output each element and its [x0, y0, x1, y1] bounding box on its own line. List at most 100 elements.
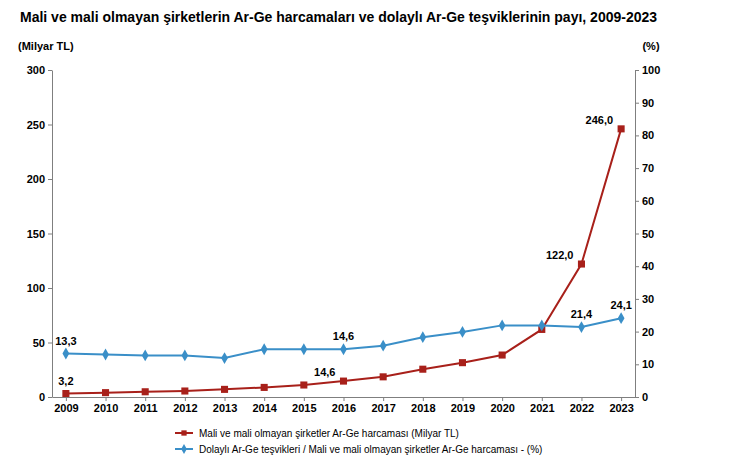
marker — [419, 331, 426, 343]
tick-label: 0 — [39, 391, 45, 403]
tick-label: 30 — [642, 293, 654, 305]
tick-mark — [502, 397, 503, 401]
marker — [459, 359, 466, 366]
tick-mark — [106, 397, 107, 401]
y-axis-line — [52, 71, 53, 398]
tick: 2013 — [213, 397, 237, 414]
legend-label: Dolaylı Ar-Ge teşvikleri / Mali ve mali … — [199, 444, 542, 455]
tick: 60 — [635, 195, 654, 207]
tick: 2023 — [609, 397, 633, 414]
legend-label: Mali ve mali olmayan şirketler Ar-Ge har… — [199, 428, 459, 439]
tick-label: 2014 — [252, 402, 277, 414]
tick-label: 2010 — [94, 402, 118, 414]
tick-label: 2012 — [173, 402, 197, 414]
legend-item: Dolaylı Ar-Ge teşvikleri / Mali ve mali … — [175, 444, 542, 455]
marker — [340, 378, 347, 385]
data-label: 122,0 — [546, 249, 574, 261]
legend: Mali ve mali olmayan şirketler Ar-Ge har… — [175, 428, 542, 455]
tick-mark — [635, 332, 639, 333]
tick-mark — [48, 234, 52, 235]
tick-label: 20 — [642, 326, 654, 338]
tick-label: 2022 — [570, 402, 594, 414]
marker — [380, 340, 387, 352]
marker — [618, 312, 625, 324]
tick-label: 10 — [642, 358, 654, 370]
tick-mark — [462, 397, 463, 401]
tick-label: 100 — [27, 282, 45, 294]
tick-label: 2020 — [490, 402, 514, 414]
tick-mark — [264, 397, 265, 401]
tick-mark — [635, 103, 639, 104]
tick-mark — [542, 397, 543, 401]
data-label: 3,2 — [58, 375, 73, 387]
tick-label: 2009 — [54, 402, 78, 414]
y2-axis: 0102030405060708090100 — [635, 64, 660, 403]
tick: 2022 — [570, 397, 594, 414]
tick: 150 — [27, 228, 52, 240]
tick-mark — [635, 397, 639, 398]
tick-mark — [635, 168, 639, 169]
tick-mark — [48, 343, 52, 344]
marker — [221, 352, 228, 364]
series-marks — [62, 125, 624, 397]
tick: 2018 — [411, 397, 435, 414]
tick-mark — [423, 397, 424, 401]
tick-label: 2018 — [411, 402, 435, 414]
tick: 2012 — [173, 397, 197, 414]
y2-axis-title: (%) — [642, 40, 659, 52]
data-label: 14,6 — [314, 366, 335, 378]
tick-mark — [635, 234, 639, 235]
tick: 300 — [27, 64, 52, 76]
marker — [419, 366, 426, 373]
tick-label: 2019 — [451, 402, 475, 414]
tick-mark — [344, 397, 345, 401]
tick: 2011 — [134, 397, 158, 414]
marker — [618, 125, 625, 132]
marker — [300, 343, 307, 355]
tick-mark — [621, 397, 622, 401]
data-label: 14,6 — [333, 330, 354, 342]
tick-mark — [635, 364, 639, 365]
marker — [499, 320, 506, 332]
tick-mark — [48, 288, 52, 289]
marker — [221, 386, 228, 393]
tick: 100 — [635, 64, 660, 76]
plot: 2009201020112012201320142015201620172018… — [27, 64, 661, 414]
tick-mark — [48, 397, 52, 398]
tick-label: 90 — [642, 97, 654, 109]
tick-mark — [145, 397, 146, 401]
marker — [181, 387, 188, 394]
tick: 80 — [635, 129, 654, 141]
tick-mark — [635, 201, 639, 202]
data-label: 24,1 — [610, 299, 631, 311]
tick-mark — [48, 179, 52, 180]
tick-label: 80 — [642, 129, 654, 141]
tick: 40 — [635, 260, 654, 272]
tick-label: 40 — [642, 260, 654, 272]
tick: 50 — [33, 337, 52, 349]
tick: 250 — [27, 119, 52, 131]
tick-label: 2023 — [609, 402, 633, 414]
legend-marker — [181, 444, 187, 454]
tick: 2010 — [94, 397, 118, 414]
tick-label: 2016 — [332, 402, 356, 414]
tick-label: 60 — [642, 195, 654, 207]
tick-mark — [383, 397, 384, 401]
tick-mark — [635, 135, 639, 136]
data-label: 21,4 — [571, 308, 593, 320]
tick-label: 2013 — [213, 402, 237, 414]
tick-label: 50 — [642, 228, 654, 240]
marker — [142, 350, 149, 362]
tick: 200 — [27, 173, 52, 185]
marker — [102, 349, 109, 361]
series-line — [66, 318, 621, 358]
tick: 10 — [635, 358, 654, 370]
tick-label: 300 — [27, 64, 45, 76]
tick-label: 50 — [33, 337, 45, 349]
tick: 90 — [635, 97, 654, 109]
tick: 20 — [635, 326, 654, 338]
tick-mark — [185, 397, 186, 401]
marker — [578, 321, 585, 333]
marker — [459, 326, 466, 338]
title: Mali ve mali olmayan şirketlerin Ar-Ge h… — [20, 9, 657, 25]
